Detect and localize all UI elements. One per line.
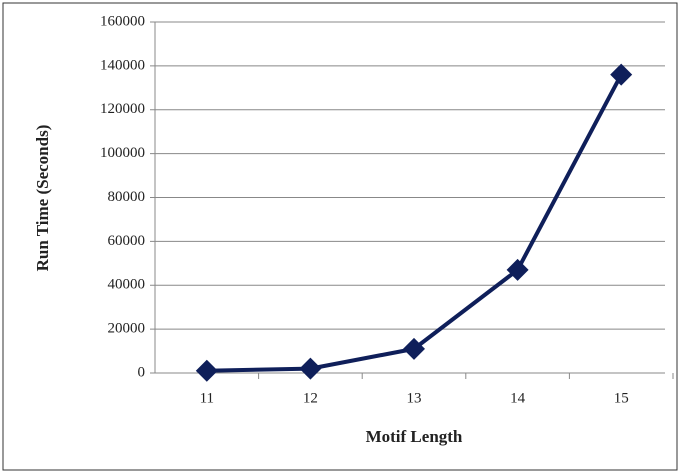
marker — [506, 258, 529, 281]
y-tick-label: 100000 — [100, 145, 145, 161]
x-tick-label: 14 — [510, 390, 526, 406]
x-tick-label: 12 — [303, 390, 318, 406]
y-tick-label: 120000 — [100, 101, 145, 117]
x-tick-label: 11 — [200, 390, 214, 406]
y-tick-label: 60000 — [108, 233, 146, 249]
x-tick-label: 13 — [407, 390, 422, 406]
y-tick-label: 160000 — [100, 13, 145, 29]
y-tick-label: 40000 — [108, 277, 146, 293]
y-axis-title: Run Time (Seconds) — [33, 125, 52, 272]
y-tick-label: 0 — [138, 364, 146, 380]
marker — [299, 357, 322, 380]
y-tick-label: 20000 — [108, 321, 146, 337]
marker — [195, 359, 218, 382]
marker — [403, 337, 425, 360]
marker — [610, 63, 633, 86]
y-tick-label: 80000 — [108, 189, 146, 205]
x-tick-label: 15 — [614, 390, 629, 406]
y-tick-label: 140000 — [100, 57, 145, 73]
x-axis-title: Motif Length — [366, 427, 463, 446]
